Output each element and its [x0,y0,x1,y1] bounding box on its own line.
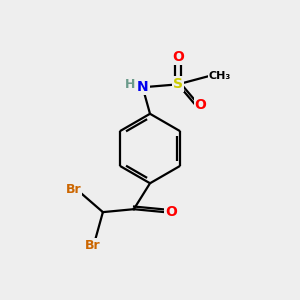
Text: H: H [125,78,136,91]
Text: S: S [173,77,183,91]
Text: O: O [172,50,184,64]
Text: N: N [137,80,148,94]
Text: Br: Br [66,183,81,196]
Text: O: O [165,205,177,219]
Text: Br: Br [85,238,100,252]
Text: CH₃: CH₃ [209,70,231,80]
Text: O: O [195,98,207,112]
